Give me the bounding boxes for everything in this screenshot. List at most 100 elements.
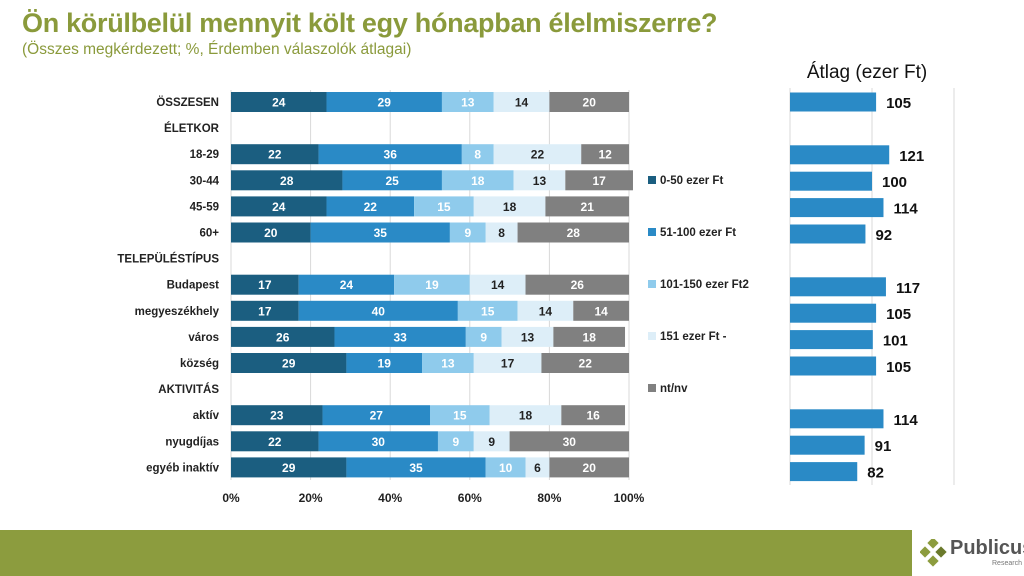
data-label: 22 — [579, 357, 593, 371]
data-label: 23 — [270, 409, 284, 423]
legend-label: 51-100 ezer Ft — [660, 227, 736, 239]
legend-swatch — [648, 228, 656, 236]
bar-segment — [509, 431, 629, 452]
bar-segment — [517, 222, 629, 243]
bar-segment — [326, 92, 442, 112]
bar-segment — [334, 326, 466, 347]
x-tick-label: 80% — [537, 491, 561, 505]
bar-segment — [553, 326, 626, 347]
bar-segment — [231, 196, 327, 217]
bar-segment — [298, 300, 458, 321]
avg-bar — [790, 462, 858, 482]
category-label: ÖSSZESEN — [156, 96, 219, 109]
avg-data-label: 121 — [899, 148, 924, 165]
data-label: 10 — [499, 461, 513, 475]
bar-segment — [342, 170, 442, 191]
data-label: 19 — [425, 278, 439, 292]
data-label: 20 — [264, 226, 278, 240]
x-tick-label: 60% — [458, 491, 482, 505]
bar-segment — [449, 222, 486, 243]
avg-bar — [790, 145, 890, 165]
data-label: 17 — [501, 357, 515, 371]
avg-data-label: 101 — [883, 333, 908, 350]
x-tick-label: 40% — [378, 491, 402, 505]
avg-bar — [790, 224, 866, 244]
bar-segment — [541, 353, 629, 373]
data-label: 30 — [372, 435, 386, 449]
x-tick-label: 100% — [614, 491, 645, 505]
data-label: 26 — [571, 278, 585, 292]
data-label: 14 — [491, 278, 505, 292]
bar-segment — [394, 274, 470, 295]
bar-segment — [565, 170, 633, 191]
bar-segment — [473, 196, 546, 217]
data-label: 17 — [258, 278, 272, 292]
x-tick-label: 0% — [222, 491, 240, 505]
bar-segment — [326, 196, 415, 217]
data-label: 24 — [272, 200, 286, 214]
chart-title: Ön körülbelül mennyit költ egy hónapban … — [22, 8, 718, 38]
avg-bar — [790, 198, 884, 218]
logo-text: Publicus — [950, 537, 1024, 559]
data-label: 24 — [340, 278, 354, 292]
avg-bar — [790, 435, 865, 455]
data-label: 21 — [581, 200, 595, 214]
bar-segment — [493, 92, 550, 112]
data-label: 27 — [370, 409, 384, 423]
data-label: 16 — [587, 409, 601, 423]
bar-segment — [473, 353, 542, 373]
data-label: 8 — [498, 226, 505, 240]
avg-bar — [790, 92, 877, 112]
legend-label: 151 ezer Ft - — [660, 331, 727, 343]
data-label: 22 — [531, 148, 545, 162]
footer-band — [0, 530, 912, 576]
data-label: 15 — [437, 200, 451, 214]
data-label: 20 — [583, 96, 597, 110]
category-label: nyugdíjas — [165, 436, 219, 448]
group-header: AKTIVITÁS — [158, 383, 219, 396]
avg-bar — [790, 171, 872, 191]
bar-segment — [231, 300, 299, 321]
category-label: aktív — [193, 410, 220, 422]
bar-segment — [441, 170, 514, 191]
data-label: 6 — [534, 461, 541, 475]
bar-segment — [231, 274, 299, 295]
bar-segment — [549, 457, 629, 478]
avg-data-label: 105 — [886, 359, 911, 376]
data-label: 14 — [539, 304, 553, 318]
data-label: 29 — [282, 357, 296, 371]
bar-segment — [525, 457, 550, 478]
avg-data-label: 114 — [893, 201, 918, 218]
data-label: 29 — [378, 96, 392, 110]
bar-segment — [485, 222, 518, 243]
bar-segment — [581, 144, 629, 165]
group-header: TELEPÜLÉSTÍPUS — [117, 253, 219, 266]
data-label: 28 — [567, 226, 581, 240]
data-label: 40 — [372, 304, 386, 318]
bar-segment — [573, 300, 629, 321]
data-label: 17 — [258, 304, 272, 318]
bar-segment — [346, 457, 486, 478]
bar-segment — [437, 431, 474, 452]
data-label: 28 — [280, 174, 294, 188]
bar-segment — [231, 405, 323, 426]
legend-label: 0-50 ezer Ft — [660, 175, 723, 187]
avg-bar — [790, 409, 884, 429]
data-label: 29 — [282, 461, 296, 475]
avg-data-label: 100 — [882, 174, 907, 191]
legend-swatch — [648, 332, 656, 340]
bar-segment — [346, 353, 423, 373]
data-label: 20 — [583, 461, 597, 475]
group-header: ÉLETKOR — [164, 122, 220, 135]
avg-data-label: 105 — [886, 306, 911, 323]
bar-segment — [322, 405, 430, 426]
bar-segment — [501, 326, 554, 347]
bar-segment — [231, 170, 343, 191]
category-label: község — [180, 358, 219, 370]
data-label: 14 — [594, 304, 608, 318]
avg-data-label: 92 — [875, 227, 892, 244]
bar-segment — [422, 353, 474, 373]
category-label: egyéb inaktív — [146, 462, 219, 474]
data-label: 36 — [384, 148, 398, 162]
bar-segment — [441, 92, 494, 112]
